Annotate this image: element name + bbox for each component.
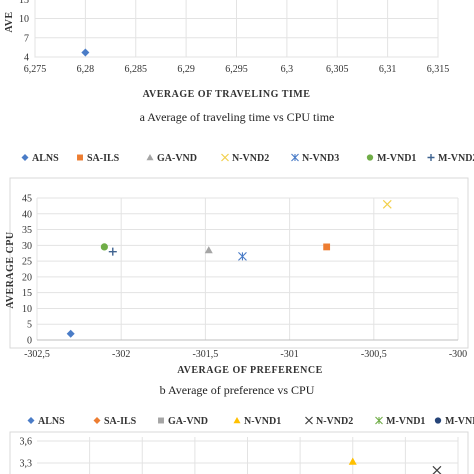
- chart-a: 6,275 6,28 6,285 6,29 6,295 6,3 6,305 6,31 6,315…: [4, 0, 449, 124]
- chart-b-legend-marker: [146, 154, 154, 161]
- chart-b-caption: b Average of preference vs CPU: [160, 383, 315, 397]
- chart-b-point-alns: [66, 329, 75, 338]
- chart-b-y-tick-label: 20: [22, 272, 32, 283]
- chart-b-y-axis-title: AVERAGE CPU: [5, 231, 16, 308]
- chart-b-x-tick-label: -302: [112, 349, 130, 360]
- chart-b-x-tick-label: -301,5: [192, 349, 218, 360]
- chart-a-caption: a Average of traveling time vs CPU time: [140, 110, 335, 124]
- chart-a-x-tick-label: 6,285: [125, 64, 148, 75]
- chart-c-y-tick-label: 3,3: [20, 459, 33, 470]
- chart-a-y-tick-label: 7: [24, 33, 29, 44]
- chart-b-legend-label: SA-ILS: [87, 153, 120, 164]
- chart-b-point-n-vnd3: [238, 251, 247, 261]
- chart-a-x-tick-label: 6,28: [77, 64, 95, 75]
- chart-c-frame: [9, 431, 469, 474]
- chart-b-frame: [9, 177, 469, 349]
- chart-b-legend-label: M-VND1: [377, 153, 416, 164]
- chart-a-x-tick-label: 6,295: [225, 64, 248, 75]
- chart-a-x-tick-label: 6,3: [281, 64, 294, 75]
- chart-b-y-tick-label: 40: [22, 209, 32, 220]
- chart-a-x-axis-title: AVERAGE OF TRAVELING TIME: [143, 89, 311, 100]
- chart-a-y-axis-title: AVE: [4, 11, 15, 32]
- chart-b-legend-marker: [366, 154, 374, 161]
- chart-b-y-tick-label: 30: [22, 241, 32, 252]
- chart-b-legend-marker: [77, 154, 83, 161]
- chart-c-legend-marker: [233, 417, 241, 424]
- chart-a-x-tick-label: 6,275: [24, 64, 47, 75]
- chart-b-legend-marker: [221, 153, 229, 162]
- chart-b-legend-label: ALNS: [32, 153, 59, 164]
- chart-b-legend-marker: [291, 153, 299, 162]
- chart-a-x-tick-label: 6,305: [326, 64, 349, 75]
- chart-a-point-alns: [81, 48, 90, 57]
- chart-c-legend-marker: [305, 416, 313, 425]
- chart-b-point-n-vnd2: [382, 199, 392, 209]
- chart-a-x-tick-label: 6,29: [177, 64, 195, 75]
- chart-b-x-axis-title: AVERAGE OF PREFERENCE: [177, 365, 323, 376]
- chart-b-y-tick-label: 45: [22, 194, 32, 205]
- chart-b-y-tick-label: 15: [22, 288, 32, 299]
- chart-c-legend-label: M-VND1: [386, 416, 425, 427]
- chart-b-point-m-vnd2: [108, 247, 117, 256]
- chart-b-x-tick-label: -301: [280, 349, 298, 360]
- chart-b-x-tick-label: -300,5: [361, 349, 387, 360]
- chart-c-legend-label: N-VND1: [244, 416, 281, 427]
- chart-c-legend-marker: [158, 417, 164, 424]
- chart-b-x-tick-label: -300: [449, 349, 467, 360]
- chart-b-legend-label: N-VND3: [302, 153, 339, 164]
- chart-c-legend-marker: [434, 417, 442, 424]
- chart-b-point-ga-vnd: [204, 246, 213, 254]
- chart-b-legend-marker: [427, 154, 435, 161]
- chart-a-x-tick-label: 6,31: [379, 64, 397, 75]
- chart-c-legend-marker: [93, 417, 101, 424]
- chart-c-y-tick-label: 3,6: [20, 437, 33, 448]
- chart-b-y-tick-label: 0: [27, 336, 32, 347]
- chart-b-legend-label: N-VND2: [232, 153, 269, 164]
- chart-a-y-tick-label: 10: [19, 14, 29, 25]
- chart-b-x-tick-label: -302,5: [24, 349, 50, 360]
- chart-b-point-m-vnd1: [100, 243, 108, 251]
- chart-c: ALNS SA-ILS GA-VND N-VND1 N-VND2 M-VND1 M-VND2…: [9, 416, 474, 474]
- chart-b-y-tick-label: 25: [22, 257, 32, 268]
- chart-a-y-tick-label: 13: [19, 0, 29, 6]
- chart-b-y-tick-label: 5: [27, 320, 32, 331]
- chart-c-legend: ALNS SA-ILS GA-VND N-VND1 N-VND2 M-VND1 M-VND2: [27, 416, 474, 427]
- chart-b-point-sa-ils: [323, 243, 331, 251]
- chart-b-y-tick-label: 35: [22, 225, 32, 236]
- chart-c-legend-label: M-VND2: [445, 416, 474, 427]
- chart-c-legend-label: N-VND2: [316, 416, 353, 427]
- chart-b-y-tick-label: 10: [22, 304, 32, 315]
- chart-c-legend-marker: [27, 417, 35, 424]
- chart-c-point-n-vnd2: [432, 465, 442, 474]
- chart-a-y-tick-label: 4: [24, 53, 29, 64]
- chart-c-point-n-vnd1: [348, 457, 357, 465]
- chart-c-legend-label: SA-ILS: [104, 416, 137, 427]
- chart-c-legend-marker: [375, 416, 383, 425]
- chart-b: ALNS SA-ILS GA-VND N-VND2 N-VND3 M-VND1 M-VND2…: [5, 153, 474, 397]
- chart-b-legend-label: M-VND2: [438, 153, 474, 164]
- chart-b-legend-label: GA-VND: [157, 153, 197, 164]
- chart-b-legend-marker: [21, 154, 29, 161]
- chart-c-legend-label: GA-VND: [168, 416, 208, 427]
- chart-c-legend-label: ALNS: [38, 416, 65, 427]
- chart-b-legend: ALNS SA-ILS GA-VND N-VND2 N-VND3 M-VND1 M-VND2: [21, 153, 474, 164]
- chart-a-x-tick-label: 6,315: [427, 64, 450, 75]
